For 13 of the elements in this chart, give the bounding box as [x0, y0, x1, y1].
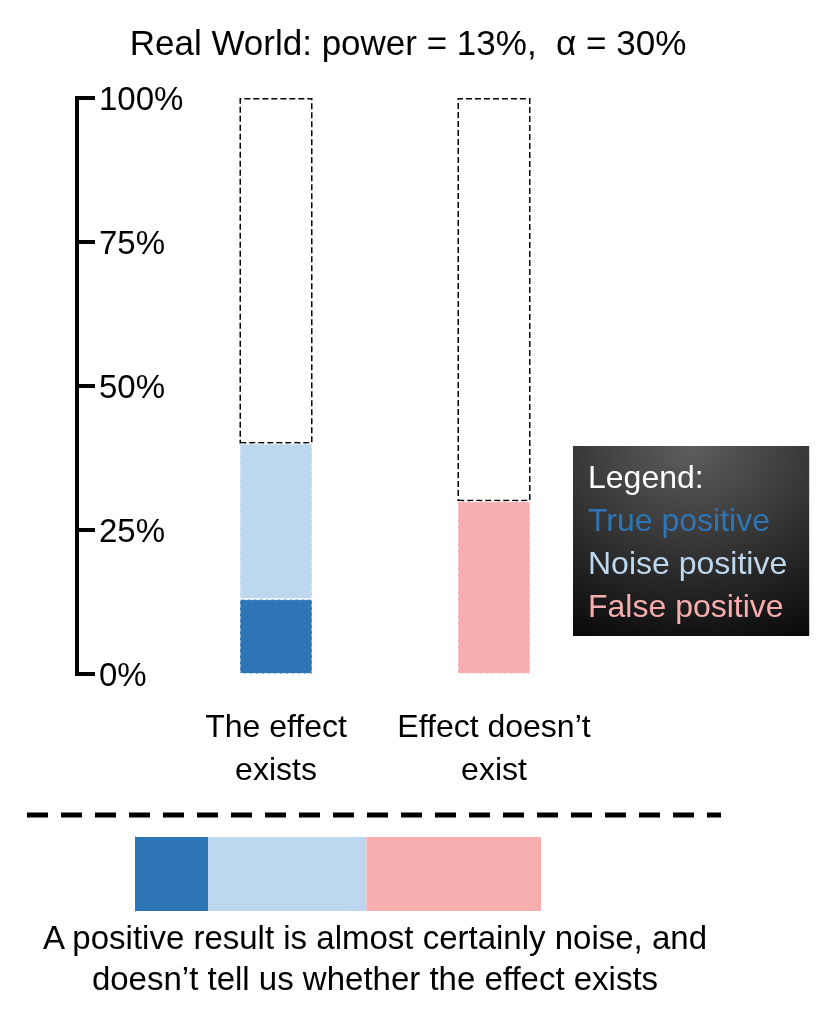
text: Noise positive [588, 545, 788, 581]
y-tick-label: 25% [99, 511, 166, 549]
y-tick-label: 50% [99, 367, 166, 405]
legend-title: Legend: [588, 459, 704, 495]
x-tick-label: The effect exists [205, 707, 347, 787]
text: True positive [588, 502, 770, 538]
y-tick-label: 0% [99, 655, 147, 693]
series-label: False positive [588, 588, 784, 624]
y-tick-label: 100% [99, 79, 184, 117]
x-tick-label: Effect doesn’t exist [397, 707, 591, 787]
text: A positive result is almost certainly noise, and doesn’t tell us whether the effect exists [42, 918, 708, 999]
chart-title: Real World: power = 13%, α = 30% [129, 23, 687, 62]
y-tick-label: 75% [99, 223, 166, 261]
